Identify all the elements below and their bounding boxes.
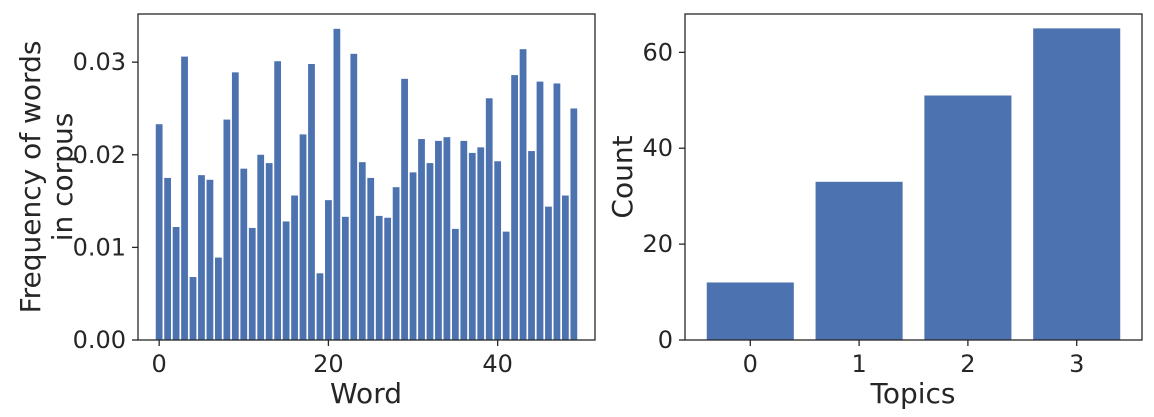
word-frequency-y-axis-label-line-2: in corpus [46,113,79,242]
word-frequency-bar [172,227,180,340]
word-frequency-bar [570,108,578,340]
word-frequency-bar [155,124,163,340]
word-frequency-bar [485,98,493,340]
word-frequency-y-axis-label-line-1: Frequency of words [14,41,47,314]
y-tick-label: 60 [642,38,673,66]
y-tick-label: 0.02 [73,141,126,169]
x-tick-label: 1 [851,350,866,378]
y-tick-label: 0 [658,326,673,354]
word-frequency-bar [409,172,417,340]
topic-count-y-axis-label: Count [606,135,639,218]
word-frequency-bar [282,221,290,340]
word-frequency-bar [248,227,256,340]
word-frequency-y-ticks: 0.00 0.01 0.02 0.03 [73,48,138,354]
word-frequency-bar [477,147,485,340]
word-frequency-bar [367,177,375,340]
word-frequency-bar [333,28,341,341]
y-tick-label: 40 [642,134,673,162]
word-frequency-bar [494,161,502,340]
word-frequency-bar [426,163,434,340]
y-tick-label: 0.00 [73,326,126,354]
word-frequency-bar [299,134,307,340]
word-frequency-bar [308,64,315,341]
word-frequency-bar [435,140,442,340]
word-frequency-bar [418,139,425,340]
word-frequency-bar [231,72,239,340]
topic-count-x-axis-label: Topics [869,377,955,410]
x-tick-label: 2 [960,350,975,378]
word-frequency-bar [451,228,459,340]
word-frequency-bar [215,257,222,340]
y-tick-label: 0.01 [73,233,126,261]
word-frequency-bar [189,277,197,340]
word-frequency-bar [468,152,476,340]
topic-count-plot-frame [684,13,1143,341]
word-frequency-bar [274,61,282,340]
word-frequency-bar [519,49,527,341]
word-frequency-chart: 0 20 40 0.00 0.01 0.02 0.03 Word Frequency of… [14,13,596,410]
word-frequency-bar [511,75,518,340]
word-frequency-bar [443,137,451,340]
topic-count-bar-2 [924,95,1012,340]
word-frequency-bar [358,162,366,340]
topic-count-bar-0 [706,282,794,340]
topic-count-y-ticks: 0 20 40 60 [642,38,685,354]
word-frequency-bar [240,168,248,340]
topic-count-chart: 0 1 2 3 0 20 40 60 Topics Count [606,13,1143,410]
word-frequency-bar [206,179,214,340]
word-frequency-bar [392,187,400,340]
word-frequency-bar [536,81,544,340]
word-frequency-bar [223,119,231,340]
topic-count-x-ticks: 0 1 2 3 [743,340,1084,378]
x-tick-label: 20 [313,350,344,378]
word-frequency-bar [375,215,383,340]
word-frequency-bar [545,206,552,340]
word-frequency-bar [257,154,265,340]
word-frequency-bar [341,216,349,340]
y-tick-label: 0.03 [73,48,126,76]
y-tick-label: 20 [642,230,673,258]
topic-count-bar-1 [815,181,903,340]
x-tick-label: 40 [482,350,513,378]
word-frequency-bar [460,140,468,340]
word-frequency-bars [155,28,578,341]
word-frequency-bar [528,151,535,340]
topic-count-bars [706,28,1121,340]
word-frequency-plot-frame [137,13,596,341]
word-frequency-x-ticks: 0 20 40 [152,340,513,378]
word-frequency-x-axis-label: Word [330,377,402,410]
word-frequency-bar [384,217,392,340]
x-tick-label: 0 [743,350,758,378]
word-frequency-bar [198,175,205,340]
topic-count-bar-3 [1033,28,1121,340]
word-frequency-bar [553,83,561,340]
word-frequency-bar [401,78,408,341]
word-frequency-bar [502,231,510,340]
word-frequency-bar [291,195,298,340]
word-frequency-bar [316,273,324,340]
word-frequency-bar [181,56,188,341]
word-frequency-bar [561,195,569,340]
word-frequency-bar [265,163,273,340]
word-frequency-bar [325,200,332,340]
x-tick-label: 0 [152,350,167,378]
word-frequency-bar [350,53,358,341]
x-tick-label: 3 [1069,350,1084,378]
word-frequency-bar [164,177,172,340]
